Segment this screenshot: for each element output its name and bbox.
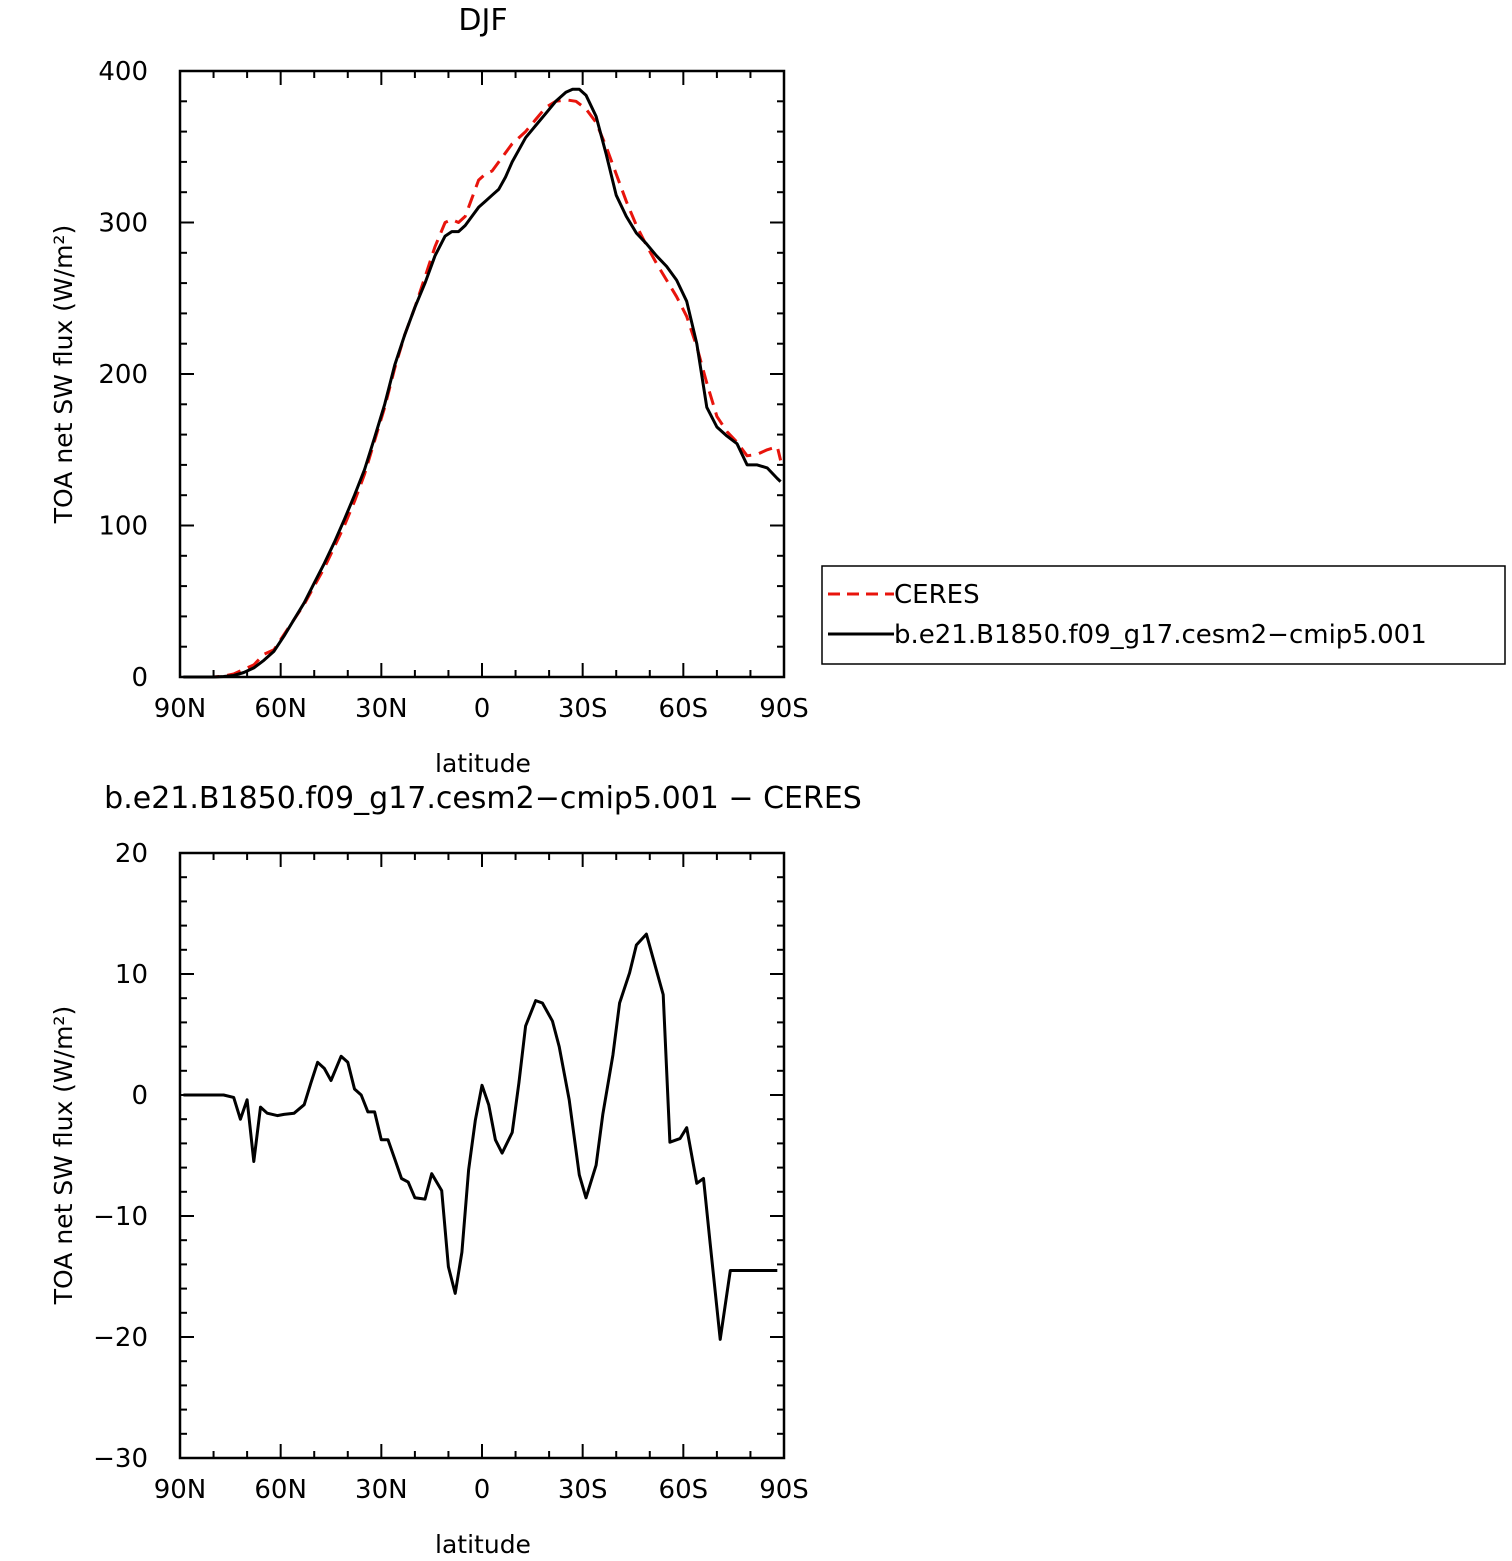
top-chart-y-tick-label: 0: [131, 663, 148, 693]
bottom-chart-y-tick-label: 0: [131, 1081, 148, 1111]
top-chart-x-tick-label: 30S: [558, 694, 608, 724]
bottom-chart-ticks: 90N 60N 30N 0 30S 60S 90S −30 −20 −10 0 10 20: [93, 839, 809, 1505]
top-chart-series-layer: [183, 87, 783, 679]
top-chart-title: DJF: [458, 3, 507, 38]
top-chart-x-tick-label: 60N: [254, 694, 307, 724]
bottom-chart-y-tick-label: −10: [93, 1202, 148, 1232]
top-chart: DJF 90N 60N 30N 0 30S 60S 90S 0 100 200 300 400 lat…: [49, 3, 809, 778]
bottom-chart-y-tick-label: −20: [93, 1323, 148, 1353]
bottom-chart-x-tick-label: 0: [474, 1475, 491, 1505]
bottom-chart-series-layer: [183, 932, 778, 1341]
legend-label-model: b.e21.B1850.f09_g17.cesm2−cmip5.001: [894, 620, 1427, 650]
bottom-chart-y-axis-title: TOA net SW flux (W/m²): [49, 1006, 78, 1305]
top-chart-x-tick-label: 60S: [659, 694, 709, 724]
top-chart-plot-frame: [178, 69, 786, 679]
top-chart-x-tick-label: 0: [474, 694, 491, 724]
bottom-chart-x-tick-label: 60S: [659, 1475, 709, 1505]
top-chart-x-tick-label: 90S: [759, 694, 809, 724]
top-chart-y-tick-label: 200: [98, 360, 148, 390]
bottom-chart-x-tick-label: 30N: [355, 1475, 408, 1505]
top-chart-x-tick-label: 90N: [154, 694, 207, 724]
top-chart-y-tick-label: 100: [98, 512, 148, 542]
bottom-chart-series-line-1: [183, 932, 778, 1341]
bottom-chart-x-tick-label: 90N: [154, 1475, 207, 1505]
legend-box: [821, 565, 1506, 665]
bottom-chart-y-tick-label: 10: [115, 960, 148, 990]
top-chart-y-axis-title: TOA net SW flux (W/m²): [49, 225, 78, 524]
top-chart-ticks: 90N 60N 30N 0 30S 60S 90S 0 100 200 300 400: [98, 57, 808, 724]
top-chart-y-tick-label: 300: [98, 209, 148, 239]
top-chart-y-tick-label: 400: [98, 57, 148, 87]
top-chart-x-tick-label: 30N: [355, 694, 408, 724]
top-chart-series-line-1: [183, 98, 783, 679]
top-chart-legend: CERES b.e21.B1850.f09_g17.cesm2−cmip5.00…: [821, 565, 1506, 665]
top-chart-x-axis-title: latitude: [435, 749, 531, 778]
legend-label-ceres: CERES: [894, 580, 980, 610]
bottom-chart-x-axis-title: latitude: [435, 1530, 531, 1559]
bottom-chart-y-tick-label: −30: [93, 1444, 148, 1474]
bottom-chart: b.e21.B1850.f09_g17.cesm2−cmip5.001 − CE…: [49, 781, 862, 1559]
bottom-chart-x-tick-label: 30S: [558, 1475, 608, 1505]
bottom-chart-x-tick-label: 60N: [254, 1475, 307, 1505]
top-chart-series-line-2: [183, 87, 782, 679]
bottom-chart-plot-frame: [178, 851, 786, 1460]
bottom-chart-title: b.e21.B1850.f09_g17.cesm2−cmip5.001 − CE…: [104, 781, 862, 816]
bottom-chart-x-tick-label: 90S: [759, 1475, 809, 1505]
bottom-chart-y-tick-label: 20: [115, 839, 148, 869]
